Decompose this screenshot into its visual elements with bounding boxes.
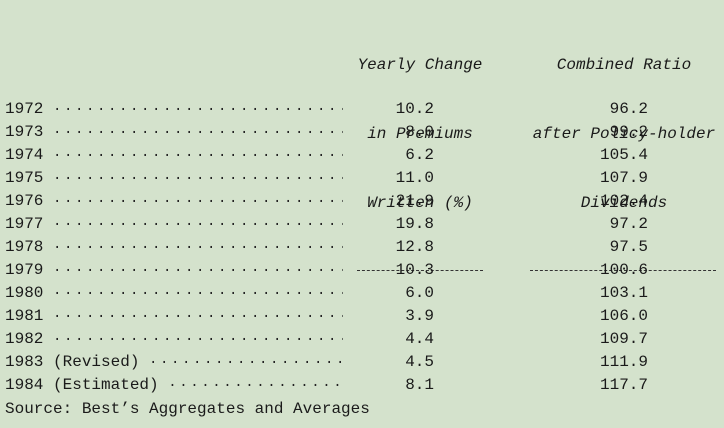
row-combined-ratio: 107.9 bbox=[599, 169, 648, 187]
row-leader-dots: .............................. bbox=[53, 283, 343, 299]
row-combined-ratio: 97.2 bbox=[609, 215, 648, 233]
row-premiums-change: 21.9 bbox=[395, 192, 434, 210]
header-ratio-rule bbox=[530, 270, 716, 271]
table-row: 1972.............................. 10.2 96… bbox=[5, 98, 720, 121]
table-row: 1973.............................. 8.0 99.… bbox=[5, 121, 720, 144]
row-premiums-change: 8.1 bbox=[405, 376, 434, 394]
row-year: 1977 bbox=[5, 215, 44, 233]
table-row: 1976.............................. 21.9 10… bbox=[5, 190, 720, 213]
source-note: Source: Best’s Aggregates and Averages bbox=[5, 400, 370, 418]
row-year: 1976 bbox=[5, 192, 44, 210]
table-row: 1982.............................. 4.4 109… bbox=[5, 328, 720, 351]
row-leader-dots: .............................. bbox=[53, 306, 343, 322]
row-year: 1982 bbox=[5, 330, 44, 348]
row-premiums-change: 11.0 bbox=[395, 169, 434, 187]
row-leader-dots: ..................... bbox=[149, 352, 343, 368]
table-row: 1974.............................. 6.2 105… bbox=[5, 144, 720, 167]
header-premiums-rule bbox=[357, 270, 483, 271]
row-combined-ratio: 100.6 bbox=[599, 261, 648, 279]
header-ratio-line-1: Combined Ratio bbox=[556, 56, 692, 74]
table-row: 1978.............................. 12.8 97… bbox=[5, 236, 720, 259]
table-row: 1983 (Revised)..................... 4.5 11… bbox=[5, 351, 720, 374]
row-year: 1981 bbox=[5, 307, 44, 325]
row-year: 1975 bbox=[5, 169, 44, 187]
table-row: 1981.............................. 3.9 106… bbox=[5, 305, 720, 328]
row-leader-dots: .................. bbox=[168, 375, 343, 391]
header-ratio-line-2: after Policy-holder bbox=[532, 125, 716, 143]
row-year: 1979 bbox=[5, 261, 44, 279]
row-premiums-change: 4.5 bbox=[405, 353, 434, 371]
row-year: 1984 (Estimated) bbox=[5, 376, 159, 394]
row-year: 1980 bbox=[5, 284, 44, 302]
row-premiums-change: 19.8 bbox=[395, 215, 434, 233]
row-premiums-change: 12.8 bbox=[395, 238, 434, 256]
header-combined-ratio: Combined Ratio after Policy-holder Divid… bbox=[524, 8, 724, 317]
row-leader-dots: .............................. bbox=[53, 329, 343, 345]
header-premiums-change: Yearly Change in Premiums Written (%) bbox=[348, 8, 492, 317]
header-premiums-line-3: Written (%) bbox=[367, 194, 473, 212]
row-premiums-change: 10.2 bbox=[395, 100, 434, 118]
header-premiums-line-1: Yearly Change bbox=[357, 56, 483, 74]
table-row: 1984 (Estimated).................. 8.1 117… bbox=[5, 374, 720, 397]
row-leader-dots: .............................. bbox=[53, 237, 343, 253]
row-year: 1972 bbox=[5, 100, 44, 118]
row-combined-ratio: 102.4 bbox=[599, 192, 648, 210]
table-row: 1979.............................. 10.3 10… bbox=[5, 259, 720, 282]
row-premiums-change: 3.9 bbox=[405, 307, 434, 325]
row-combined-ratio: 111.9 bbox=[599, 353, 648, 371]
row-year: 1974 bbox=[5, 146, 44, 164]
data-table-body: 1972.............................. 10.2 96… bbox=[5, 98, 720, 397]
row-premiums-change: 10.3 bbox=[395, 261, 434, 279]
row-leader-dots: .............................. bbox=[53, 145, 343, 161]
row-year: 1983 (Revised) bbox=[5, 353, 140, 371]
row-combined-ratio: 96.2 bbox=[609, 100, 648, 118]
row-premiums-change: 8.0 bbox=[405, 123, 434, 141]
row-leader-dots: .............................. bbox=[53, 99, 343, 115]
row-combined-ratio: 106.0 bbox=[599, 307, 648, 325]
table-row: 1977.............................. 19.8 97… bbox=[5, 213, 720, 236]
row-leader-dots: .............................. bbox=[53, 122, 343, 138]
header-premiums-line-2: in Premiums bbox=[367, 125, 473, 143]
row-combined-ratio: 103.1 bbox=[599, 284, 648, 302]
row-year: 1978 bbox=[5, 238, 44, 256]
row-premiums-change: 6.0 bbox=[405, 284, 434, 302]
row-combined-ratio: 109.7 bbox=[599, 330, 648, 348]
row-leader-dots: .............................. bbox=[53, 214, 343, 230]
row-leader-dots: .............................. bbox=[53, 191, 343, 207]
row-premiums-change: 4.4 bbox=[405, 330, 434, 348]
row-combined-ratio: 105.4 bbox=[599, 146, 648, 164]
row-year: 1973 bbox=[5, 123, 44, 141]
row-leader-dots: .............................. bbox=[53, 168, 343, 184]
table-row: 1980.............................. 6.0 103… bbox=[5, 282, 720, 305]
row-premiums-change: 6.2 bbox=[405, 146, 434, 164]
row-combined-ratio: 99.2 bbox=[609, 123, 648, 141]
header-ratio-line-3: Dividends bbox=[580, 194, 668, 212]
row-leader-dots: .............................. bbox=[53, 260, 343, 276]
row-combined-ratio: 97.5 bbox=[609, 238, 648, 256]
row-combined-ratio: 117.7 bbox=[599, 376, 648, 394]
table-row: 1975.............................. 11.0 10… bbox=[5, 167, 720, 190]
